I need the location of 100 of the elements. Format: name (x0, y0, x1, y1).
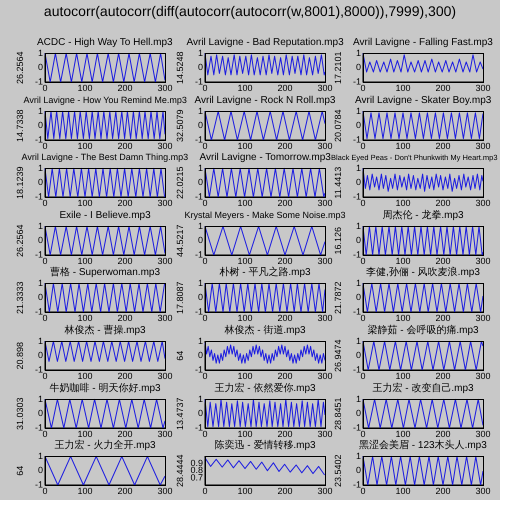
y-tick-label: 0 (356, 234, 361, 245)
y-axis-title: 14.7338 (14, 109, 25, 142)
chart-title: 曹格 - Superwoman.mp3 (50, 267, 160, 278)
y-tick-label: -1 (352, 249, 361, 260)
chart-title: Krystal Meyers - Make Some Noise.mp3 (184, 210, 346, 221)
x-tick-label: 200 (117, 198, 133, 208)
x-tick-label: 200 (117, 428, 133, 438)
y-tick-label: 0 (356, 292, 361, 303)
y-tick-label: 1 (356, 220, 361, 231)
x-tick-label: 300 (475, 82, 491, 93)
x-tick-label: 300 (475, 428, 491, 438)
y-tick-label: 1 (38, 48, 43, 58)
x-tick-label: 100 (77, 486, 93, 496)
x-tick-label: 100 (77, 313, 93, 324)
chart-title: 黑涩会美眉 - 123木头人.mp3 (359, 440, 487, 452)
y-tick-label: 0 (38, 120, 43, 130)
x-tick-label: 200 (435, 198, 451, 208)
y-tick-label: -1 (352, 306, 361, 317)
y-axis-title: 13.4737 (174, 397, 185, 430)
x-tick-label: 100 (77, 428, 93, 438)
x-tick-label: 200 (435, 256, 451, 266)
y-tick-label: 0 (38, 234, 43, 245)
y-tick-label: 1 (356, 105, 361, 116)
y-tick-label: -1 (34, 306, 43, 317)
y-tick-label: -1 (194, 192, 203, 202)
x-tick-label: 300 (317, 486, 333, 496)
y-tick-label: 0 (198, 62, 203, 72)
x-tick-label: 300 (317, 256, 333, 266)
x-tick-label: 300 (317, 313, 333, 324)
chart-title: Avril Lavigne - How You Remind Me.mp3 (24, 94, 187, 106)
y-tick-label: -1 (352, 76, 361, 86)
x-tick-label: 200 (435, 428, 451, 438)
y-tick-label: 1 (356, 278, 361, 288)
y-axis-title: 26.2564 (14, 51, 25, 84)
x-tick-label: 300 (157, 370, 173, 381)
x-tick-label: 100 (77, 370, 93, 381)
chart-title: Avril Lavigne - The Best Damn Thing.mp3 (22, 152, 188, 164)
y-tick-label: 1 (38, 163, 43, 174)
x-tick-label: 100 (237, 486, 253, 496)
y-tick-label: 0 (38, 62, 43, 72)
x-tick-label: 100 (395, 82, 411, 93)
y-tick-label: 0 (356, 62, 361, 72)
y-tick-label: 0 (198, 120, 203, 130)
y-tick-label: -1 (34, 249, 43, 260)
y-tick-label: 1 (198, 336, 203, 346)
x-tick-label: 100 (237, 428, 253, 438)
x-tick-label: 200 (277, 428, 293, 438)
y-tick-label: -1 (34, 134, 43, 144)
x-tick-label: 100 (237, 140, 253, 150)
x-tick-label: 100 (237, 82, 253, 93)
x-tick-label: 200 (117, 313, 133, 324)
x-tick-label: 200 (277, 82, 293, 93)
y-tick-label: 1 (198, 105, 203, 116)
chart-title: Avril Lavigne - Tomorrow.mp3 (200, 152, 331, 164)
x-tick-label: 200 (117, 256, 133, 266)
x-tick-label: 100 (77, 140, 93, 150)
y-axis-title: 44.5217 (174, 224, 185, 257)
x-tick-label: 100 (395, 313, 411, 324)
chart-title: Avril Lavigne - Bad Reputation.mp3 (186, 37, 344, 48)
y-tick-label: 0 (356, 120, 361, 130)
x-tick-label: 100 (395, 370, 411, 381)
y-axis-title: 31.0303 (14, 397, 25, 430)
y-tick-label: 0 (356, 408, 361, 418)
x-tick-label: 300 (475, 486, 491, 496)
y-tick-label: 1 (198, 278, 203, 288)
y-tick-label: -1 (194, 249, 203, 260)
y-axis-title: 64 (14, 466, 25, 476)
y-tick-label: 0 (198, 234, 203, 245)
y-axis-title: 14.5248 (174, 51, 185, 84)
x-tick-label: 100 (77, 256, 93, 266)
y-tick-label: 0.8 (190, 465, 203, 476)
y-tick-label: 1 (198, 393, 203, 404)
y-tick-label: -1 (352, 134, 361, 144)
y-tick-label: 0 (198, 350, 203, 360)
x-tick-label: 300 (157, 428, 173, 438)
x-tick-label: 200 (117, 82, 133, 93)
y-tick-label: 0.7 (190, 472, 203, 483)
x-tick-label: 300 (475, 370, 491, 381)
x-tick-label: 300 (157, 198, 173, 208)
x-tick-label: 100 (395, 140, 411, 150)
x-tick-label: 100 (395, 198, 411, 208)
x-tick-label: 300 (157, 82, 173, 93)
x-tick-label: 200 (277, 370, 293, 381)
x-tick-label: 300 (475, 256, 491, 266)
y-tick-label: 1 (38, 393, 43, 404)
y-tick-label: -1 (34, 192, 43, 202)
x-tick-label: 200 (277, 256, 293, 266)
y-tick-label: 0 (356, 350, 361, 360)
y-tick-label: -1 (194, 76, 203, 86)
x-tick-label: 200 (435, 486, 451, 496)
y-tick-label: -1 (352, 364, 361, 374)
chart-title: 朴树 - 平凡之路.mp3 (220, 267, 311, 278)
y-tick-label: -1 (194, 306, 203, 317)
y-tick-label: 1 (198, 220, 203, 231)
y-tick-label: -1 (352, 480, 361, 490)
x-tick-label: 300 (317, 370, 333, 381)
x-tick-label: 200 (117, 486, 133, 496)
chart-title: Avril Lavigne - Skater Boy.mp3 (355, 94, 492, 106)
x-tick-label: 300 (317, 428, 333, 438)
y-tick-label: 0 (38, 408, 43, 418)
